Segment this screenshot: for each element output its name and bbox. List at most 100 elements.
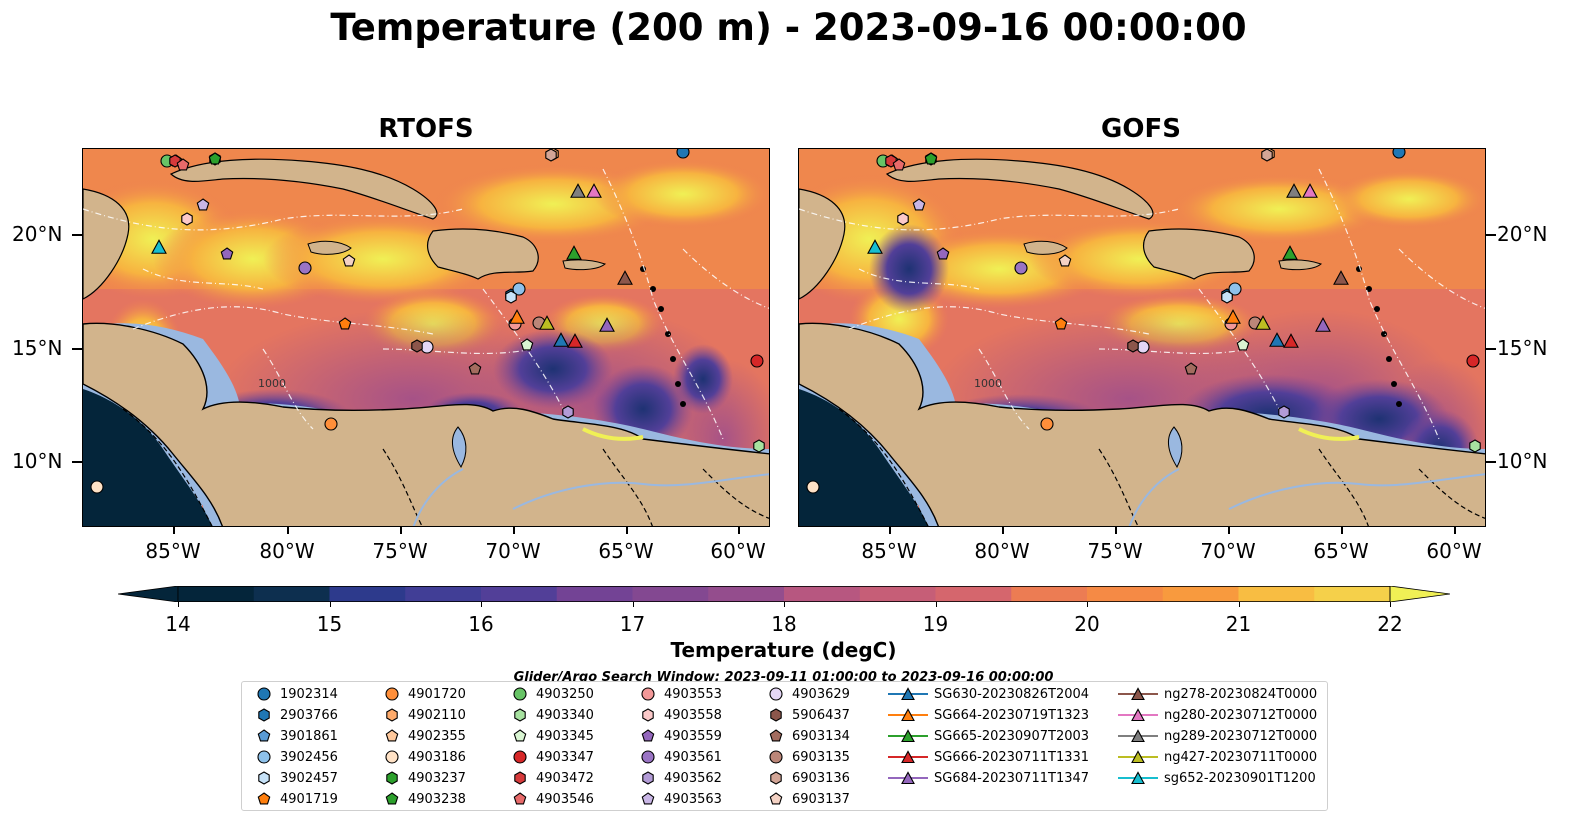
legend-label: 4901720: [408, 686, 466, 702]
legend-item: 4903345: [510, 726, 594, 746]
legend-argo-icon: [257, 792, 271, 805]
legend-item: 3901861: [254, 726, 338, 746]
legend-argo-icon: [642, 708, 654, 722]
colorbar-tick-mark: [1238, 602, 1240, 607]
colorbar-segment: [1162, 586, 1239, 602]
legend-item: 4903558: [638, 705, 722, 725]
map-panel-gofs[interactable]: 1000: [798, 148, 1486, 527]
glider-marker: [1269, 332, 1285, 347]
colorbar-tick-label: 16: [468, 612, 494, 636]
legend-label: SG630-20230826T2004: [934, 686, 1090, 702]
legend-argo-icon: [641, 687, 655, 701]
contour-label: 1000: [974, 377, 1002, 390]
colorbar-tick-mark: [1087, 602, 1088, 607]
y-tick-label-left: 15°N: [12, 336, 63, 360]
colorbar-segment: [784, 586, 861, 602]
argo-float-marker: [924, 152, 938, 165]
colorbar-tick-mark: [1390, 602, 1391, 607]
colorbar-title: Temperature (degC): [670, 638, 897, 662]
x-tick-mark: [1454, 527, 1456, 534]
x-tick-mark: [513, 527, 515, 534]
legend-item: SG630-20230826T2004: [888, 684, 1089, 704]
x-tick-mark: [1002, 527, 1004, 534]
glider-marker: [1225, 309, 1241, 324]
x-tick-label: 70°W: [485, 539, 541, 563]
legend-label: 4902110: [408, 707, 466, 723]
land-cuba: [169, 158, 438, 220]
legend-item: SG684-20230711T1347: [888, 768, 1089, 788]
argo-float-marker: [1014, 261, 1028, 275]
legend-glider-icon: [901, 771, 915, 785]
legend-item: 4903250: [510, 684, 594, 704]
argo-float-marker: [1054, 317, 1068, 330]
legend-item: 3902456: [254, 747, 338, 767]
argo-float-marker: [1469, 439, 1481, 453]
country-border: [702, 468, 769, 519]
y-tick-label-right: 15°N: [1497, 336, 1548, 360]
argo-float-marker: [1278, 405, 1290, 419]
colorbar-tick-mark: [178, 602, 179, 607]
legend-label: 4901719: [280, 791, 338, 807]
legend-item: 4902355: [382, 726, 466, 746]
legend-glider-icon: [1131, 750, 1145, 764]
legend-item: 4903340: [510, 705, 594, 725]
figure-title: Temperature (200 m) - 2023-09-16 00:00:0…: [330, 6, 1247, 49]
country-border: [1418, 468, 1485, 519]
legend: 1902314 2903766 3901861 3902456 3902457 49017…: [241, 681, 1328, 811]
colorbar-tick-label: 18: [771, 612, 797, 636]
legend-label: 4903559: [664, 728, 722, 744]
glider-marker: [1283, 333, 1299, 348]
argo-float-marker: [936, 247, 950, 260]
legend-label: 6903137: [792, 791, 850, 807]
legend-argo-icon: [769, 750, 783, 764]
eez-boundary: [682, 248, 769, 309]
x-tick-mark: [889, 527, 891, 534]
glider-marker: [1286, 183, 1302, 198]
legend-item: 4903561: [638, 747, 722, 767]
argo-float-marker: [1466, 354, 1480, 368]
x-tick-mark: [1228, 527, 1230, 534]
legend-argo-icon: [513, 750, 527, 764]
legend-label: 4903629: [792, 686, 850, 702]
colorbar-extend-low: [117, 585, 179, 603]
country-border: [382, 448, 423, 526]
x-tick-label: 80°W: [259, 539, 315, 563]
colorbar: [117, 585, 1451, 603]
colorbar-tick-label: 15: [316, 612, 343, 636]
legend-label: 4903186: [408, 749, 466, 765]
x-tick-label: 70°W: [1200, 539, 1256, 563]
legend-item: 4903629: [766, 684, 850, 704]
x-tick-label: 85°W: [861, 539, 917, 563]
y-tick-label-left: 20°N: [12, 222, 63, 246]
river: [1128, 468, 1180, 526]
glider-marker: [1333, 270, 1349, 285]
colorbar-tick-mark: [481, 602, 482, 607]
legend-label: 3901861: [280, 728, 338, 744]
legend-label: 4903546: [536, 791, 594, 807]
contour-label: 1000: [258, 377, 286, 390]
legend-item: ng278-20230824T0000: [1118, 684, 1317, 704]
colorbar-tick-label: 22: [1377, 612, 1403, 636]
legend-argo-icon: [642, 771, 654, 785]
legend-argo-icon: [257, 687, 271, 701]
legend-glider-icon: [1131, 729, 1145, 743]
colorbar-tick-label: 21: [1225, 612, 1252, 636]
land-yucatan: [83, 188, 130, 300]
y-tick-mark: [1486, 461, 1496, 463]
legend-label: 3902457: [280, 770, 338, 786]
glider-marker: [567, 333, 583, 348]
land-cuba: [885, 158, 1154, 220]
country-border: [1098, 448, 1139, 526]
legend-item: 4901720: [382, 684, 466, 704]
country-border: [838, 408, 929, 526]
argo-float-marker: [520, 338, 534, 351]
legend-argo-icon: [258, 771, 270, 785]
colorbar-segment: [481, 586, 558, 602]
eez-boundary: [382, 348, 534, 355]
glider-marker: [570, 183, 586, 198]
legend-item: ng427-20230711T0000: [1118, 747, 1317, 767]
land-south-america: [83, 322, 769, 526]
argo-float-marker: [342, 254, 356, 267]
map-panel-rtofs[interactable]: 1000: [82, 148, 770, 527]
colorbar-tick-label: 20: [1074, 612, 1100, 636]
